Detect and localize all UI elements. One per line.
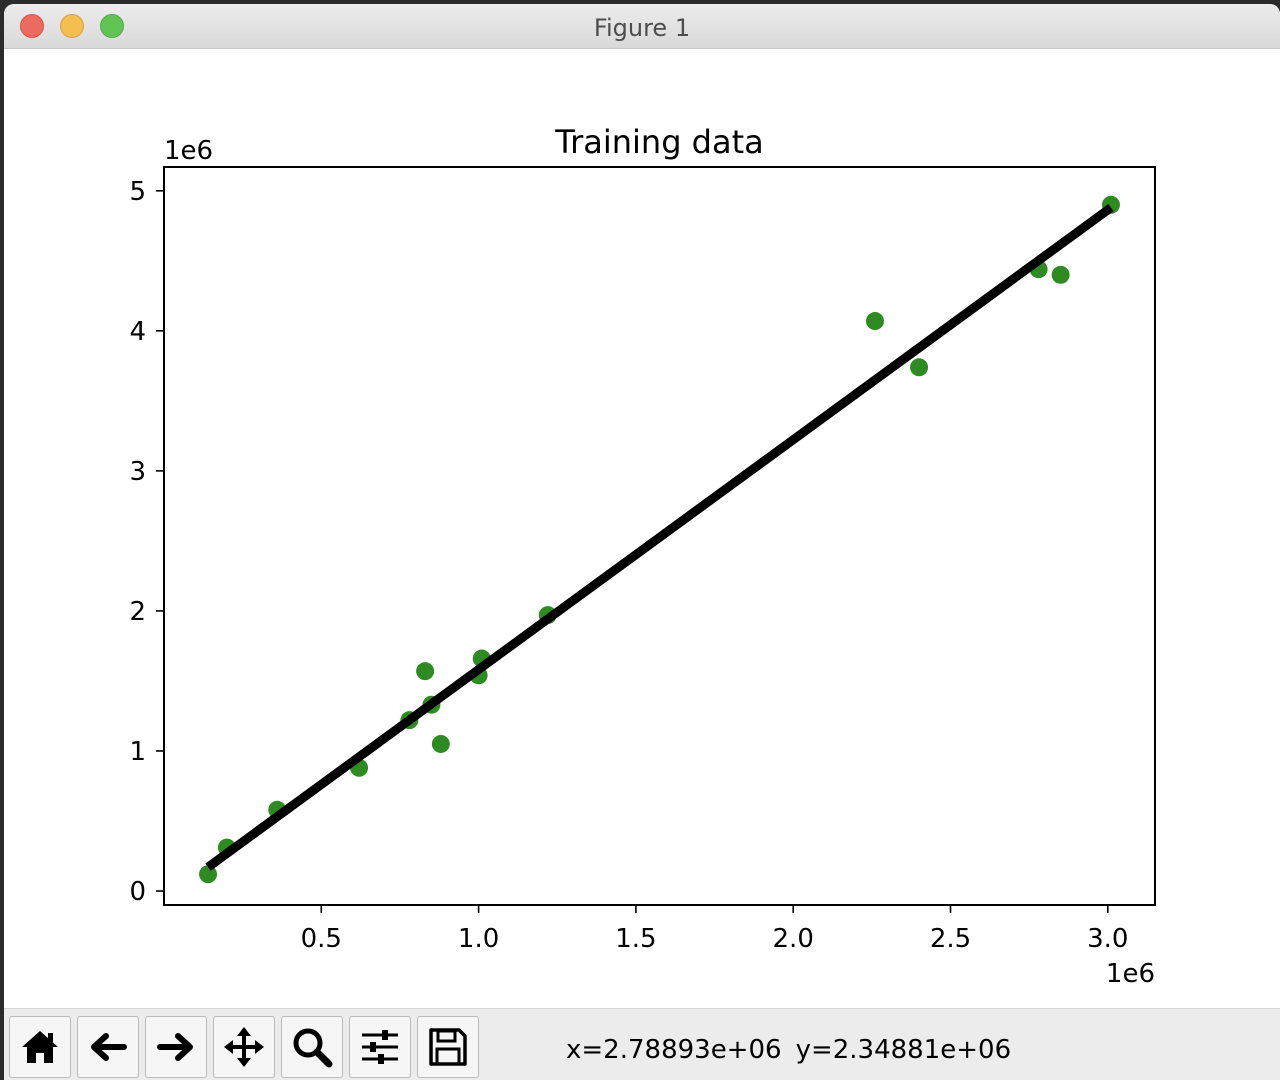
- minimize-window-button[interactable]: [60, 14, 84, 38]
- x-tick-label: 1.0: [458, 924, 499, 954]
- configure-subplots-button[interactable]: [349, 1016, 411, 1078]
- axes-frame: [163, 166, 1156, 906]
- x-tick-label: 3.0: [1087, 924, 1128, 954]
- x-tick-label: 2.5: [930, 924, 971, 954]
- y-tick-label: 3: [129, 457, 146, 487]
- y-tick-label: 2: [129, 597, 146, 627]
- x-offset-label: 1e6: [1106, 959, 1155, 989]
- forward-button[interactable]: [145, 1016, 207, 1078]
- y-offset-label: 1e6: [164, 136, 213, 166]
- data-point: [199, 865, 218, 884]
- scatter-plot[interactable]: Training data 0.5 1.0 1.5 2.0 2.5 3.0 0 1 2 3 4 5 1e6…: [4, 49, 1280, 1008]
- x-tick-label: 0.5: [301, 924, 342, 954]
- chart-title: Training data: [554, 123, 764, 161]
- home-icon: [22, 1031, 58, 1063]
- y-tick-label: 1: [129, 737, 146, 767]
- x-tick-label: 1.5: [615, 924, 656, 954]
- data-point: [416, 662, 435, 681]
- zoom-button[interactable]: [281, 1016, 343, 1078]
- save-figure-button[interactable]: [417, 1016, 479, 1078]
- title-bar[interactable]: Figure 1: [4, 4, 1280, 49]
- cursor-coordinates: x=2.78893e+06 y=2.34881e+06: [566, 1035, 1025, 1065]
- y-tick-label: 0: [129, 877, 146, 907]
- y-tick-label: 5: [129, 177, 146, 207]
- zoom-window-button[interactable]: [100, 14, 124, 38]
- window-title: Figure 1: [593, 14, 691, 42]
- navigation-toolbar: x=2.78893e+06 y=2.34881e+06: [4, 1008, 1280, 1080]
- data-point: [866, 312, 885, 331]
- x-tick-label: 2.0: [773, 924, 814, 954]
- figure-canvas[interactable]: Training data 0.5 1.0 1.5 2.0 2.5 3.0 0 1 2 3 4 5 1e6…: [4, 49, 1280, 1008]
- cursor-y-readout: y=2.34881e+06: [795, 1035, 1012, 1065]
- close-window-button[interactable]: [20, 14, 44, 38]
- magnifier-icon: [293, 1028, 333, 1068]
- data-point: [910, 358, 929, 377]
- move-icon: [224, 1027, 264, 1067]
- arrow-right-icon: [157, 1033, 193, 1061]
- figure-window: Figure 1 Training data 0.5 1.0 1.5 2.0 2.5 3.0…: [4, 4, 1280, 1080]
- data-point: [1051, 265, 1070, 284]
- y-tick-label: 4: [129, 317, 146, 347]
- home-button[interactable]: [9, 1016, 71, 1078]
- data-point: [431, 734, 450, 753]
- cursor-x-readout: x=2.78893e+06: [566, 1035, 782, 1065]
- back-button[interactable]: [77, 1016, 139, 1078]
- floppy-icon: [429, 1028, 467, 1066]
- sliders-icon: [362, 1030, 398, 1064]
- pan-button[interactable]: [213, 1016, 275, 1078]
- fit-line: [205, 203, 1114, 871]
- arrow-left-icon: [91, 1033, 127, 1061]
